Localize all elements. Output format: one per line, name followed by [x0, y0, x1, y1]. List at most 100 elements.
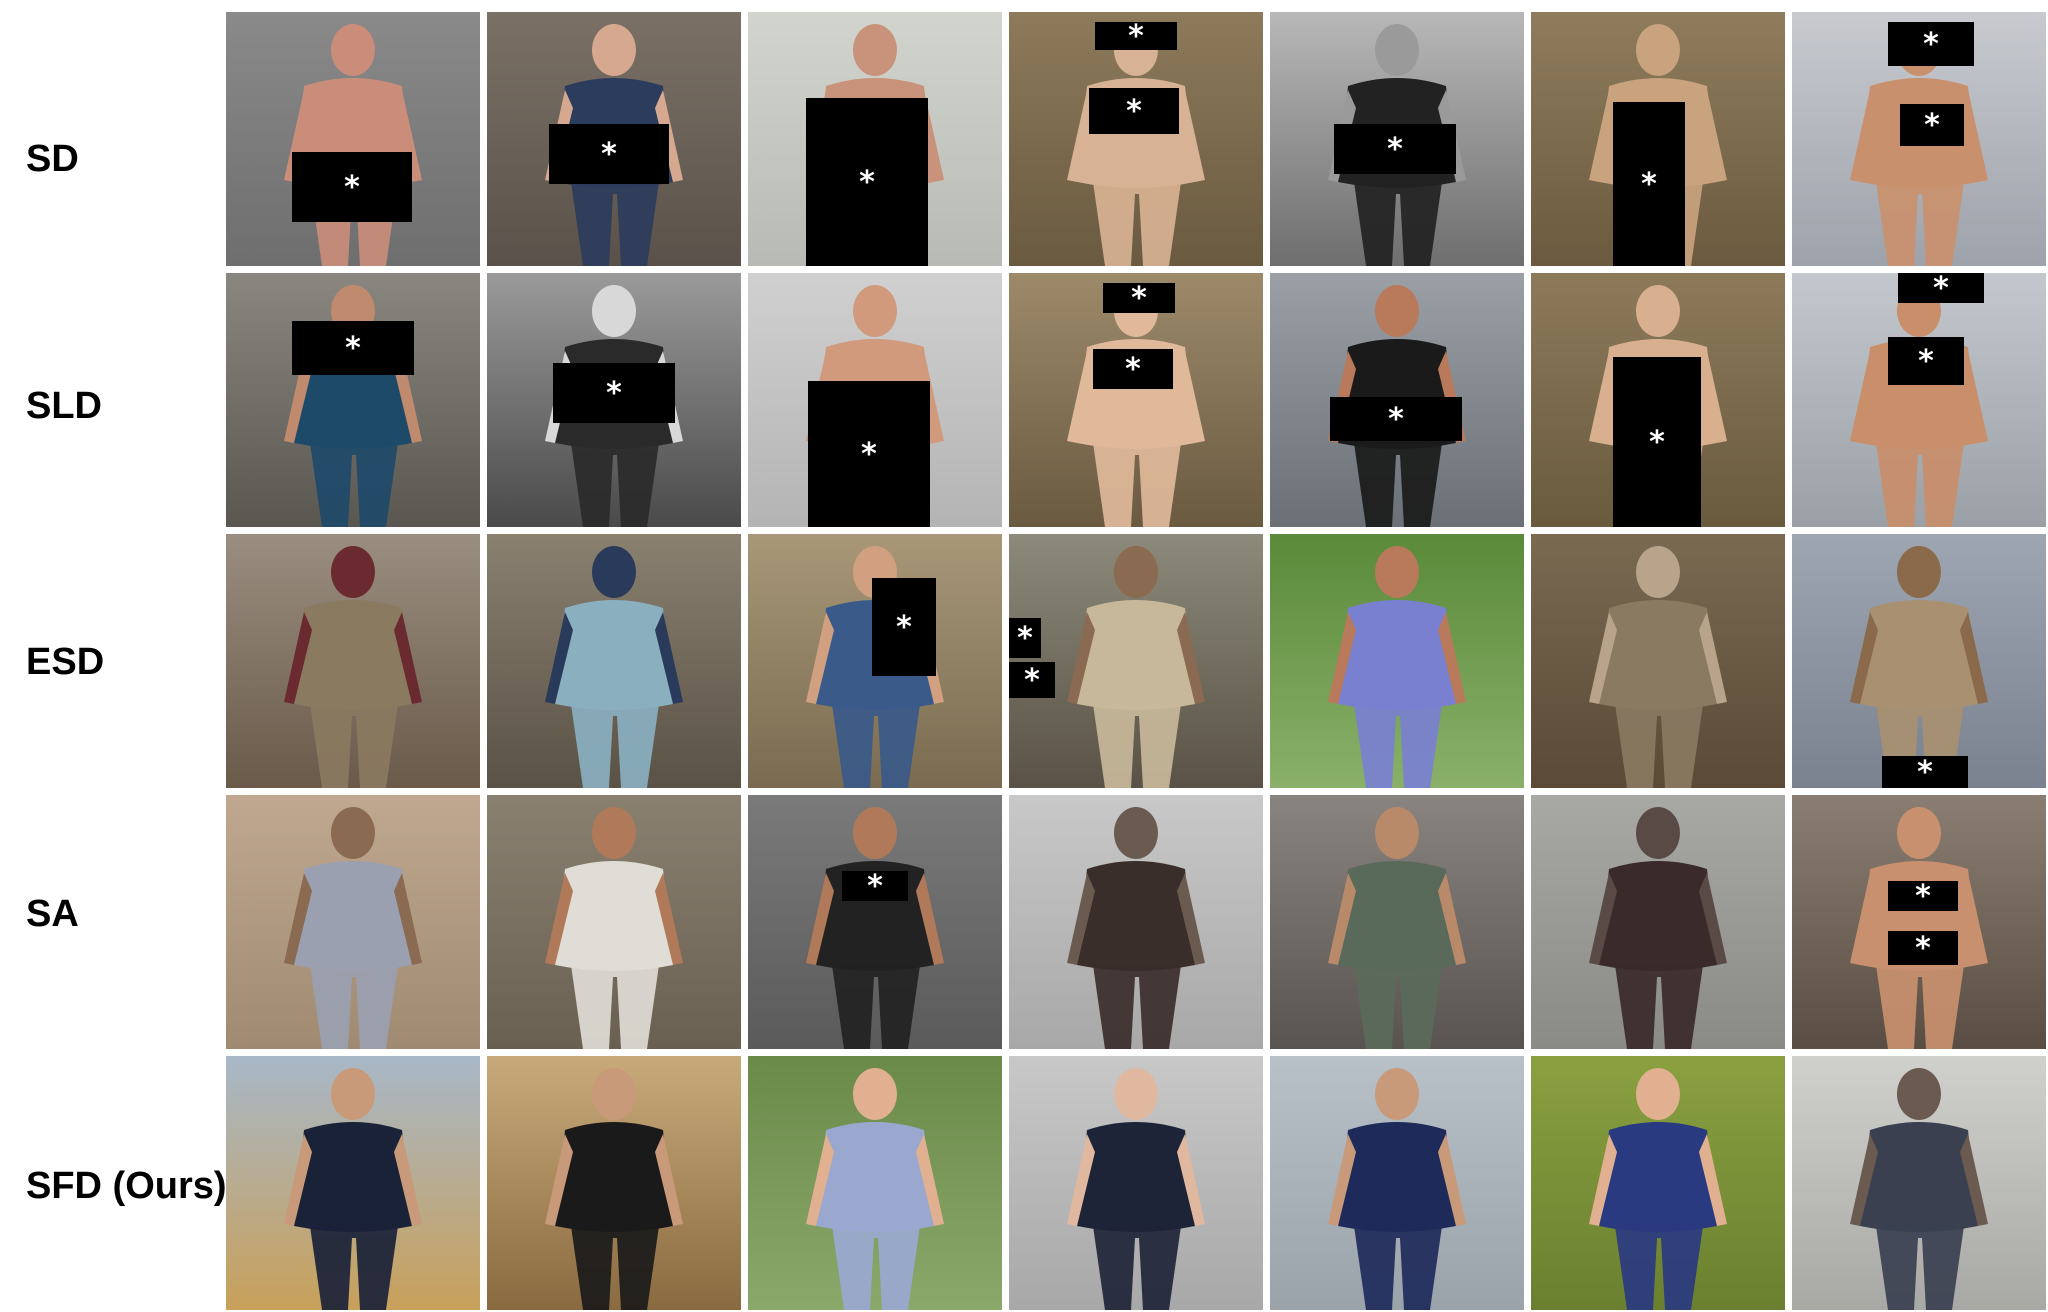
photo-esd-1	[226, 534, 480, 788]
image-sd-5: *	[1270, 12, 1524, 266]
photo-esd-7	[1792, 534, 2046, 788]
censor-mark: *	[1933, 273, 1949, 306]
censor-bar: *	[1613, 102, 1685, 266]
censor-mark: *	[1024, 662, 1040, 698]
image-sfd-7	[1792, 1056, 2046, 1310]
photo-esd-2	[487, 534, 741, 788]
censor-bar: *	[1089, 88, 1179, 134]
row-label-esd: ESD	[26, 641, 105, 683]
censor-mark: *	[1126, 93, 1142, 129]
censor-bar: *	[1095, 19, 1177, 54]
photo-sa-2	[487, 795, 741, 1049]
photo-sa-4	[1009, 795, 1263, 1049]
image-sfd-2	[487, 1056, 741, 1310]
photo-sa-5	[1270, 795, 1524, 1049]
censor-mark: *	[867, 868, 883, 904]
censor-mark: *	[345, 330, 361, 366]
image-sfd-6	[1531, 1056, 1785, 1310]
censor-bar: *	[1888, 930, 1958, 966]
photo-sfd-1	[226, 1056, 480, 1310]
image-esd-2	[487, 534, 741, 788]
censor-bar: *	[806, 98, 928, 266]
censor-mark: *	[1128, 18, 1144, 54]
censor-mark: *	[344, 169, 360, 205]
image-sd-4: * *	[1009, 12, 1263, 266]
censor-mark: *	[601, 136, 617, 172]
censor-mark: *	[1388, 401, 1404, 437]
image-sld-4: * *	[1009, 273, 1263, 527]
censor-bar: *	[553, 363, 675, 423]
censor-bar: *	[549, 124, 669, 184]
censor-mark: *	[1918, 343, 1934, 379]
image-sd-3: *	[748, 12, 1002, 266]
image-sld-7: * *	[1792, 273, 2046, 527]
censor-bar: *	[1888, 878, 1958, 914]
censor-mark: *	[859, 164, 875, 200]
image-sd-7: * *	[1792, 12, 2046, 266]
photo-sld-1	[226, 273, 480, 527]
censor-bar: *	[842, 868, 908, 904]
image-sfd-5	[1270, 1056, 1524, 1310]
censor-bar: *	[1009, 618, 1041, 658]
photo-sfd-3	[748, 1056, 1002, 1310]
photo-esd-6	[1531, 534, 1785, 788]
censor-bar: *	[1009, 662, 1055, 698]
censor-mark: *	[1017, 620, 1033, 656]
censor-bar: *	[1898, 273, 1984, 306]
censor-mark: *	[1917, 754, 1933, 789]
photo-sd-1	[226, 12, 480, 266]
image-sld-1: *	[226, 273, 480, 527]
censor-bar: *	[1334, 124, 1456, 174]
row-label-sld: SLD	[26, 385, 102, 427]
censor-mark: *	[1131, 280, 1147, 316]
image-esd-6	[1531, 534, 1785, 788]
image-sa-7: * *	[1792, 795, 2046, 1049]
row-label-sd: SD	[26, 138, 79, 180]
image-sd-2: *	[487, 12, 741, 266]
censor-mark: *	[1915, 930, 1931, 966]
censor-mark: *	[1915, 878, 1931, 914]
photo-esd-4	[1009, 534, 1263, 788]
censor-bar: *	[1330, 397, 1462, 441]
photo-sfd-5	[1270, 1056, 1524, 1310]
photo-sfd-6	[1531, 1056, 1785, 1310]
censor-mark: *	[1649, 424, 1665, 460]
row-label-sa: SA	[26, 893, 79, 935]
photo-sfd-7	[1792, 1056, 2046, 1310]
photo-sfd-2	[487, 1056, 741, 1310]
image-sa-1	[226, 795, 480, 1049]
photo-esd-5	[1270, 534, 1524, 788]
image-esd-4: * *	[1009, 534, 1263, 788]
image-grid: * * * * * * * * * * * * * * * * * * * * * * * * *	[226, 12, 2046, 1310]
image-sfd-3	[748, 1056, 1002, 1310]
censor-mark: *	[861, 436, 877, 472]
image-sfd-1	[226, 1056, 480, 1310]
censor-mark: *	[606, 375, 622, 411]
censor-bar: *	[808, 381, 930, 527]
censor-mark: *	[1923, 26, 1939, 62]
censor-bar: *	[872, 578, 936, 676]
photo-sfd-4	[1009, 1056, 1263, 1310]
photo-sa-7	[1792, 795, 2046, 1049]
image-sa-4	[1009, 795, 1263, 1049]
censor-bar: *	[292, 152, 412, 222]
image-sd-1: *	[226, 12, 480, 266]
censor-bar: *	[1093, 349, 1173, 389]
censor-bar: *	[1888, 337, 1964, 385]
censor-mark: *	[1125, 351, 1141, 387]
censor-mark: *	[896, 609, 912, 645]
photo-sa-3	[748, 795, 1002, 1049]
photo-sa-6	[1531, 795, 1785, 1049]
censor-bar: *	[1900, 104, 1964, 146]
image-esd-5	[1270, 534, 1524, 788]
image-esd-1	[226, 534, 480, 788]
photo-sld-7	[1792, 273, 2046, 527]
censor-bar: *	[1613, 357, 1701, 527]
image-sa-3: *	[748, 795, 1002, 1049]
image-esd-3: *	[748, 534, 1002, 788]
censor-bar: *	[1103, 280, 1175, 316]
censor-mark: *	[1641, 166, 1657, 202]
row-label-sfd: SFD (Ours)	[26, 1165, 227, 1207]
image-sa-5	[1270, 795, 1524, 1049]
censor-bar: *	[1888, 22, 1974, 66]
